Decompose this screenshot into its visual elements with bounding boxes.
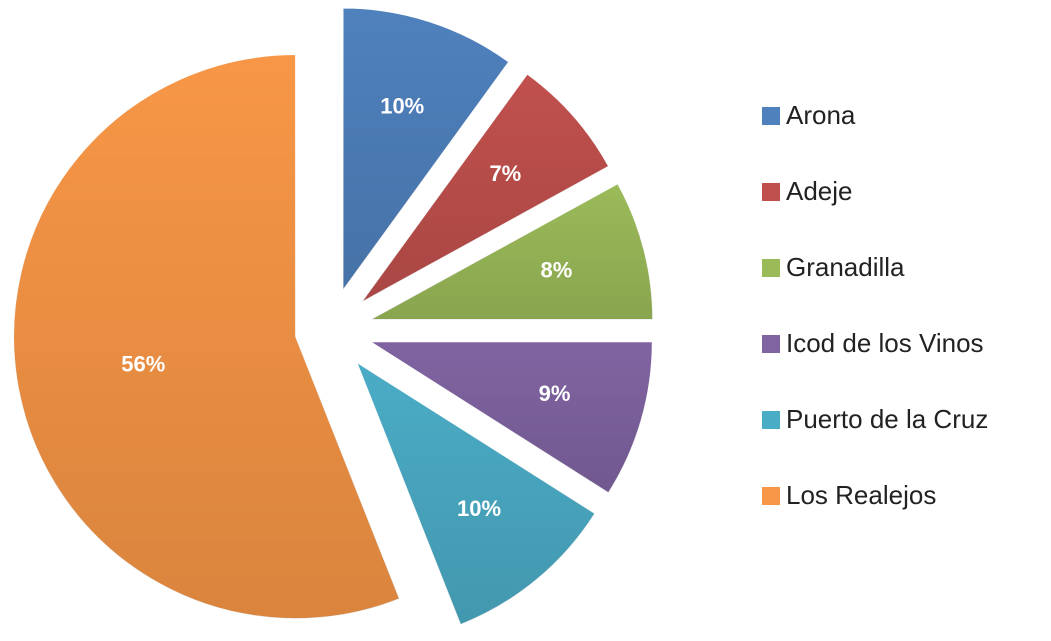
data-label: 10% <box>457 496 501 521</box>
legend-label: Los Realejos <box>786 480 936 510</box>
legend-swatch <box>762 335 780 353</box>
legend-label: Arona <box>786 100 856 130</box>
legend-swatch <box>762 183 780 201</box>
legend-label: Puerto de la Cruz <box>786 404 988 434</box>
data-label: 9% <box>539 381 571 406</box>
pie-slice <box>13 54 401 620</box>
data-label: 56% <box>121 351 165 376</box>
data-label: 7% <box>489 161 521 186</box>
legend-swatch <box>762 107 780 125</box>
legend-swatch <box>762 487 780 505</box>
data-label: 8% <box>541 258 573 283</box>
legend-label: Adeje <box>786 176 853 206</box>
legend-label: Granadilla <box>786 252 905 282</box>
data-label: 10% <box>380 93 424 118</box>
legend-label: Icod de los Vinos <box>786 328 984 358</box>
legend-swatch <box>762 411 780 429</box>
legend-swatch <box>762 259 780 277</box>
